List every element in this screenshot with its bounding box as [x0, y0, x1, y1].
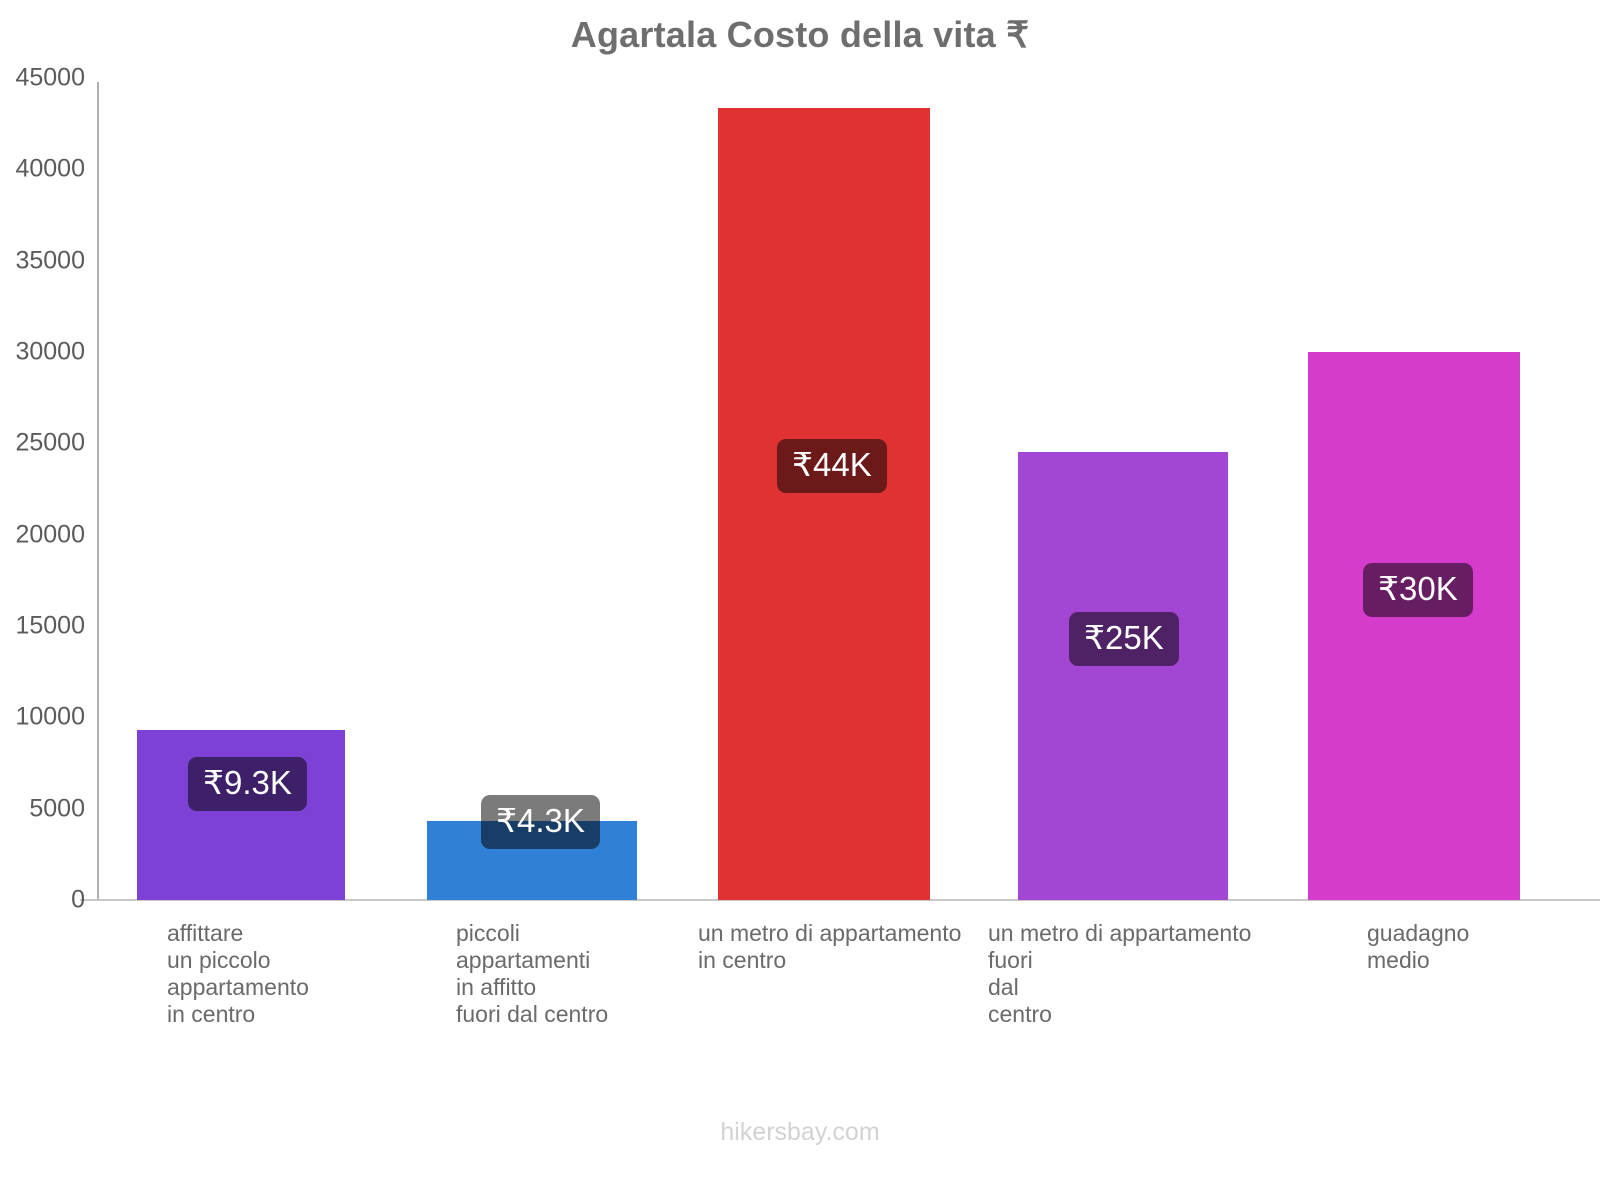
value-badge-label: ₹25K	[1084, 619, 1164, 656]
category-label-3: un metro di appartamento in centro	[698, 920, 962, 973]
bar-guadagno-medio[interactable]	[1308, 352, 1520, 900]
y-tick-35000: 35000	[15, 246, 85, 275]
y-tick-0: 0	[71, 885, 85, 914]
footer-attribution: hikersbay.com	[720, 1118, 880, 1146]
y-tick-45000: 45000	[15, 63, 85, 92]
y-tick-10000: 10000	[15, 702, 85, 731]
value-badge-plate	[188, 757, 307, 812]
value-badge-label: ₹4.3K	[496, 802, 585, 839]
value-badge-plate	[481, 795, 600, 850]
y-tick-40000: 40000	[15, 154, 85, 183]
value-badge-bar-5: ₹30K	[1363, 563, 1473, 618]
value-badge-bar-1: ₹9.3K	[188, 757, 307, 812]
y-tick-5000: 5000	[29, 794, 85, 823]
bar-affittare-un-piccolo-appartamento-in-centro[interactable]	[137, 730, 345, 900]
value-badge-bar-4: ₹25K	[1069, 612, 1179, 667]
category-label-5: guadagno medio	[1367, 920, 1470, 973]
page-title: Agartala Costo della vita ₹	[570, 14, 1030, 55]
y-tick-15000: 15000	[15, 611, 85, 640]
value-badge-plate	[1363, 563, 1473, 618]
y-tick-25000: 25000	[15, 428, 85, 457]
bar-un-metro-di-appartamento-in-centro[interactable]	[718, 108, 930, 900]
x-axis-baseline	[80, 899, 1600, 901]
y-tick-30000: 30000	[15, 337, 85, 366]
category-label-4: un metro di appartamento fuori dal centr…	[988, 920, 1252, 1027]
category-label-2: piccoli appartamenti in affitto fuori da…	[456, 920, 609, 1027]
y-tick-20000: 20000	[15, 520, 85, 549]
y-axis-line	[97, 82, 99, 900]
value-badge-plate	[1069, 612, 1179, 667]
bar-un-metro-di-appartamento-fuori-dal-centro[interactable]	[1018, 452, 1228, 900]
value-badge-label: ₹44K	[792, 446, 872, 483]
value-badge-plate	[777, 439, 887, 494]
value-badge-bar-2: ₹4.3K	[481, 795, 600, 850]
value-badge-label: ₹30K	[1378, 570, 1458, 607]
category-label-1: affittare un piccolo appartamento in cen…	[167, 920, 309, 1027]
value-badge-label: ₹9.3K	[203, 764, 292, 801]
value-badge-bar-3: ₹44K	[777, 439, 887, 494]
